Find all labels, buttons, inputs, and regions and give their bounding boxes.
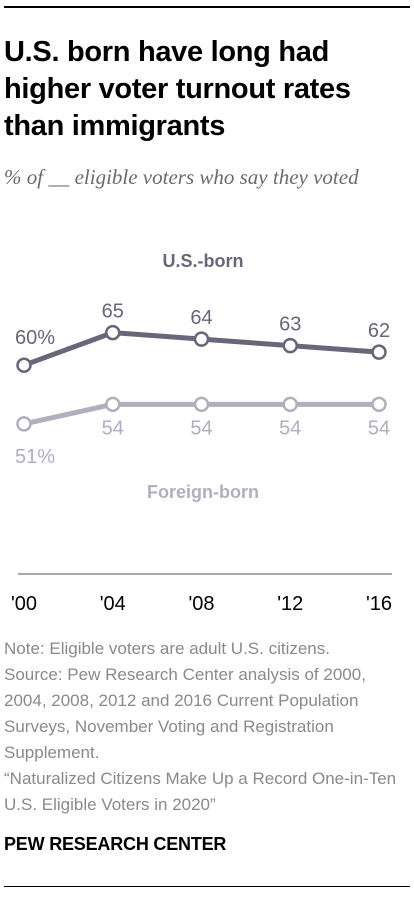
- x-tick-label: '08: [188, 593, 214, 615]
- data-label: 54: [368, 417, 390, 439]
- x-tick-label: '12: [277, 593, 303, 615]
- data-point: [371, 396, 387, 413]
- data-point: [282, 337, 298, 354]
- data-label: 65: [102, 301, 124, 323]
- x-tick-label: '16: [366, 593, 392, 615]
- data-label: 64: [190, 307, 212, 329]
- data-label: 54: [279, 417, 301, 439]
- series-label: Foreign-born: [147, 482, 259, 502]
- source-text: Source: Pew Research Center analysis of …: [4, 665, 366, 762]
- data-point: [282, 396, 298, 413]
- data-point: [16, 357, 32, 373]
- series-label: U.S.-born: [163, 251, 244, 271]
- data-label: 60%: [15, 327, 55, 349]
- data-point: [105, 324, 121, 341]
- data-label: 62: [368, 320, 390, 342]
- x-tick-label: '00: [11, 593, 37, 615]
- data-point: [193, 331, 210, 347]
- data-label: 51%: [15, 446, 55, 468]
- line-chart: '00 '04 '08 '12 '16 60% 65 64 63 62 U.S.-born 51% 54…: [11, 251, 392, 615]
- chart-notes: Note: Eligible voters are adult U.S. cit…: [4, 636, 410, 818]
- chart-title: U.S. born have long had higher voter tur…: [4, 36, 351, 142]
- top-rule: [4, 6, 410, 8]
- data-point: [105, 396, 121, 413]
- bottom-rule: [4, 886, 410, 887]
- note-text: Note: Eligible voters are adult U.S. cit…: [4, 639, 330, 658]
- data-label: 63: [279, 314, 301, 336]
- report-title: “Naturalized Citizens Make Up a Record O…: [4, 769, 397, 814]
- x-tick-label: '04: [100, 593, 126, 615]
- data-point: [371, 344, 387, 360]
- data-point: [193, 396, 210, 413]
- data-point: [16, 416, 32, 432]
- chart-subtitle: % of __ eligible voters who say they vot…: [4, 165, 359, 189]
- data-label: 54: [190, 417, 212, 439]
- pew-logo-text: PEW RESEARCH CENTER: [4, 834, 227, 854]
- data-label: 54: [102, 417, 124, 439]
